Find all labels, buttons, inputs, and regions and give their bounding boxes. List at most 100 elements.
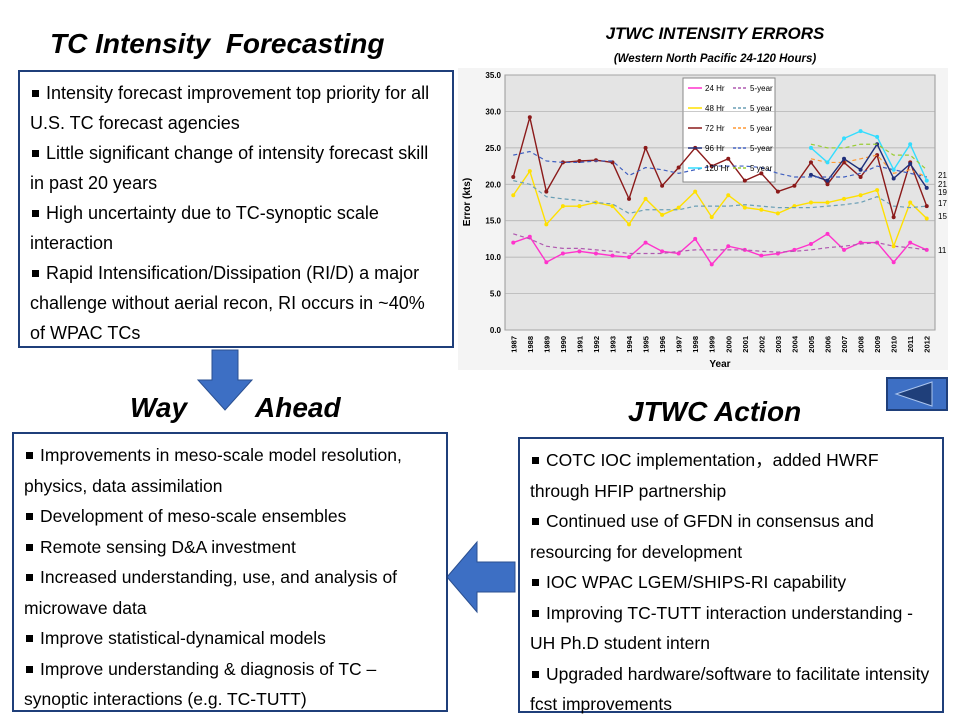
x-tick-label: 1989	[542, 336, 551, 353]
point	[660, 183, 665, 188]
x-tick-label: 2006	[824, 336, 833, 353]
x-axis-title: Year	[709, 359, 730, 370]
point	[825, 200, 830, 205]
point	[924, 185, 929, 190]
point	[891, 176, 896, 181]
ahead-label: Ahead	[255, 392, 341, 423]
legend-label: 24 Hr	[705, 84, 725, 93]
x-tick-label: 1990	[559, 336, 568, 353]
x-tick-label: 1996	[658, 336, 667, 353]
bullet: Rapid Intensification/Dissipation (RI/D)…	[30, 258, 444, 348]
x-tick-label: 2007	[840, 336, 849, 353]
y-tick-label: 30.0	[485, 107, 501, 116]
point	[908, 142, 913, 147]
point	[560, 251, 565, 256]
x-tick-label: 2000	[724, 336, 733, 353]
point	[842, 136, 847, 141]
x-tick-label: 2001	[741, 336, 750, 353]
series-line	[513, 180, 927, 215]
end-label: 17	[938, 199, 947, 208]
point	[759, 171, 764, 176]
point	[742, 178, 747, 183]
bullet: Improving TC-TUTT interaction understand…	[530, 598, 934, 659]
x-tick-label: 1998	[691, 336, 700, 353]
x-tick-label: 1997	[675, 336, 684, 353]
x-tick-label: 1995	[642, 336, 651, 353]
point	[511, 240, 516, 245]
point	[660, 212, 665, 217]
y-tick-label: 35.0	[485, 71, 501, 80]
bullet: Intensity forecast improvement top prior…	[30, 78, 444, 138]
point	[759, 207, 764, 212]
x-tick-label: 1991	[575, 336, 584, 353]
legend-label: 5 year	[750, 104, 773, 113]
point	[808, 242, 813, 247]
y-axis-title: Error (kts)	[462, 178, 473, 226]
point	[726, 244, 731, 249]
y-tick-label: 20.0	[485, 180, 501, 189]
point	[643, 196, 648, 201]
point	[842, 196, 847, 201]
point	[560, 204, 565, 209]
series-line	[512, 169, 928, 249]
legend-label: 72 Hr	[705, 124, 725, 133]
series-line	[513, 233, 927, 255]
point	[577, 204, 582, 209]
x-tick-label: 1988	[526, 336, 535, 353]
x-tick-label: 2005	[807, 336, 816, 353]
point	[726, 193, 731, 198]
point	[527, 169, 532, 174]
point	[643, 240, 648, 245]
point	[660, 249, 665, 254]
point	[891, 167, 896, 172]
chart-subtitle: (Western North Pacific 24-120 Hours)	[614, 53, 817, 65]
point	[726, 156, 731, 161]
point	[908, 161, 913, 166]
bullet: High uncertainty due to TC-synoptic scal…	[30, 198, 444, 258]
point	[875, 153, 880, 158]
x-tick-label: 2009	[873, 336, 882, 353]
x-tick-label: 1993	[609, 336, 618, 353]
series-line	[810, 143, 928, 171]
point	[709, 262, 714, 267]
back-button[interactable]	[886, 377, 948, 411]
point	[693, 236, 698, 241]
legend-label: 5-year	[750, 84, 773, 93]
point	[742, 205, 747, 210]
point	[544, 222, 549, 227]
x-tick-label: 2011	[906, 336, 915, 352]
point	[544, 260, 549, 265]
point	[775, 189, 780, 194]
point	[875, 188, 880, 193]
legend	[682, 77, 776, 183]
left-arrow	[446, 540, 516, 614]
x-tick-label: 2003	[774, 336, 783, 353]
point	[627, 222, 632, 227]
bullet: Improvements in meso-scale model resolut…	[24, 440, 438, 501]
x-tick-label: 1994	[625, 335, 634, 353]
point	[511, 193, 516, 198]
bullet: Remote sensing D&A investment	[24, 532, 438, 563]
y-tick-label: 0.0	[490, 326, 502, 335]
action-title: JTWC Action	[628, 396, 802, 427]
point	[924, 204, 929, 209]
point	[627, 196, 632, 201]
end-label: 21	[938, 171, 947, 180]
point	[924, 178, 929, 183]
legend-label: 5 year	[750, 164, 773, 173]
point	[527, 115, 532, 120]
point	[924, 247, 929, 252]
point	[808, 160, 813, 165]
point	[808, 145, 813, 150]
point	[544, 189, 549, 194]
point	[709, 215, 714, 220]
y-tick-label: 10.0	[485, 253, 501, 262]
x-tick-label: 2008	[857, 336, 866, 353]
point	[676, 205, 681, 210]
point	[577, 249, 582, 254]
point	[693, 189, 698, 194]
point	[858, 193, 863, 198]
bullet: Continued use of GFDN in consensus and r…	[530, 506, 934, 567]
legend-label: 48 Hr	[705, 104, 725, 113]
